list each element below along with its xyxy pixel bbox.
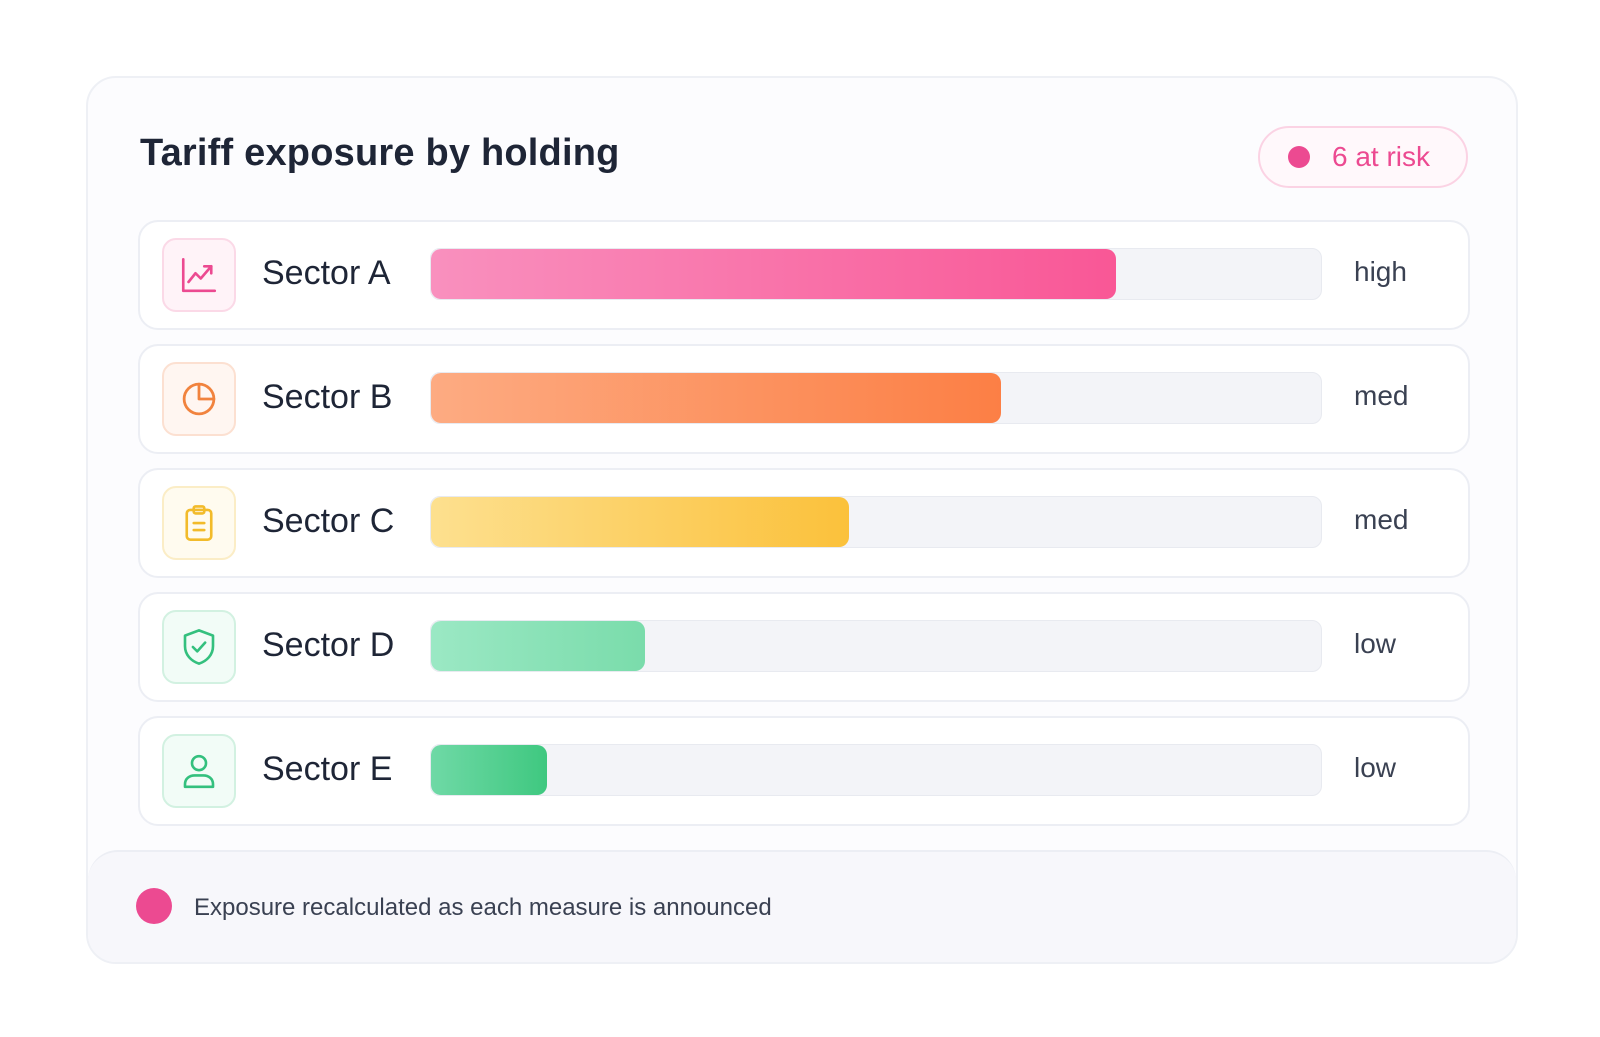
exposure-level: med — [1354, 504, 1409, 535]
card-header: Tariff exposure by holding 6 at risk — [88, 78, 1516, 220]
exposure-fill — [431, 249, 1117, 299]
holding-row[interactable]: Sector A high — [138, 220, 1470, 330]
holding-row[interactable]: Sector E low — [138, 716, 1470, 826]
holding-row[interactable]: Sector C med — [138, 468, 1470, 578]
holding-row[interactable]: Sector D low — [138, 592, 1470, 702]
holding-label: Sector B — [262, 378, 393, 416]
trend-chart-icon — [162, 238, 236, 312]
holding-label: Sector D — [262, 626, 395, 664]
holding-row[interactable]: Sector B med — [138, 344, 1470, 454]
exposure-fill — [431, 373, 1001, 423]
exposure-track — [430, 620, 1322, 672]
holdings-list: Sector A high Sector B med — [138, 220, 1470, 840]
exposure-track — [430, 372, 1322, 424]
exposure-track — [430, 248, 1322, 300]
exposure-fill — [431, 621, 645, 671]
risk-count-badge[interactable]: 6 at risk — [1258, 126, 1468, 188]
status-dot-icon — [136, 888, 172, 924]
tariff-exposure-card: Tariff exposure by holding 6 at risk Sec… — [86, 76, 1518, 964]
pie-chart-icon — [162, 362, 236, 436]
exposure-level: low — [1354, 752, 1397, 783]
holding-label: Sector C — [262, 502, 395, 540]
holding-label: Sector A — [262, 254, 391, 292]
footer-note: Exposure recalculated as each measure is… — [194, 894, 772, 921]
exposure-track — [430, 744, 1322, 796]
holding-label: Sector E — [262, 750, 393, 788]
exposure-level: high — [1354, 256, 1407, 287]
card-title: Tariff exposure by holding — [140, 132, 620, 174]
exposure-level: low — [1354, 628, 1397, 659]
shield-check-icon — [162, 610, 236, 684]
risk-dot-icon — [1288, 146, 1310, 168]
card-footer: Exposure recalculated as each measure is… — [88, 850, 1516, 962]
exposure-fill — [431, 497, 850, 547]
exposure-fill — [431, 745, 547, 795]
exposure-track — [430, 496, 1322, 548]
clipboard-icon — [162, 486, 236, 560]
risk-count-text: 6 at risk — [1332, 141, 1431, 172]
user-icon — [162, 734, 236, 808]
exposure-level: med — [1354, 380, 1409, 411]
